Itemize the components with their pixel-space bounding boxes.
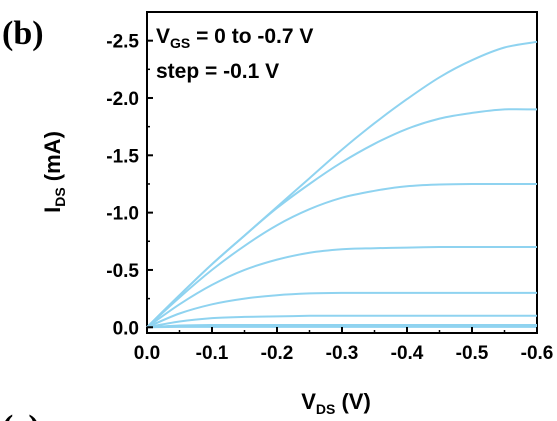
- y-axis-title-sub: DS: [52, 187, 68, 206]
- id-vd-curve-3: [146, 182, 537, 329]
- x-axis-title: VDS (V): [301, 389, 371, 417]
- x-axis-title-main: V: [301, 389, 316, 414]
- vgs-annotation-prefix: V: [156, 25, 170, 48]
- x-tick-label: -0.4: [391, 343, 424, 364]
- curves-group: [146, 40, 538, 329]
- ticks-group: 0.0 -0.1 -0.2 -0.3 -0.4 -0.5 -0.6 0.0 -0.5 -1.0 -1…: [106, 32, 553, 364]
- x-tick-label: 0.0: [134, 343, 160, 364]
- y-tick-label: -2.0: [106, 89, 139, 110]
- id-vd-curve-5: [146, 291, 537, 329]
- id-vd-curve-7: [146, 323, 537, 329]
- next-panel-label: (c): [2, 409, 40, 421]
- id-vd-curve-4: [146, 245, 537, 329]
- vgs-annotation-sub: GS: [170, 35, 190, 51]
- panel-label: (b): [2, 15, 44, 52]
- y-axis-title-unit: (mA): [40, 131, 65, 187]
- step-annotation: step = -0.1 V: [156, 60, 279, 83]
- x-tick-label: -0.1: [196, 343, 229, 364]
- y-axis-title: IDS (mA): [40, 131, 68, 213]
- y-tick-label: -2.5: [106, 32, 139, 53]
- x-axis-title-sub: DS: [316, 401, 335, 417]
- y-tick-label: -1.5: [106, 146, 139, 167]
- y-tick-label: -1.0: [106, 204, 139, 225]
- x-tick-label: -0.3: [326, 343, 359, 364]
- vgs-annotation-rest: = 0 to -0.7 V: [190, 25, 313, 48]
- y-tick-label: 0.0: [113, 318, 139, 339]
- vgs-annotation: VGS = 0 to -0.7 V: [156, 25, 313, 51]
- x-tick-label: -0.2: [261, 343, 294, 364]
- id-vd-curve-2: [146, 108, 538, 329]
- x-tick-label: -0.5: [456, 343, 489, 364]
- y-tick-label: -0.5: [106, 261, 139, 282]
- x-axis-title-unit: (V): [335, 389, 370, 414]
- y-axis-title-main: I: [40, 207, 65, 213]
- id-vd-curve-6: [146, 314, 537, 329]
- x-tick-label: -0.6: [521, 343, 554, 364]
